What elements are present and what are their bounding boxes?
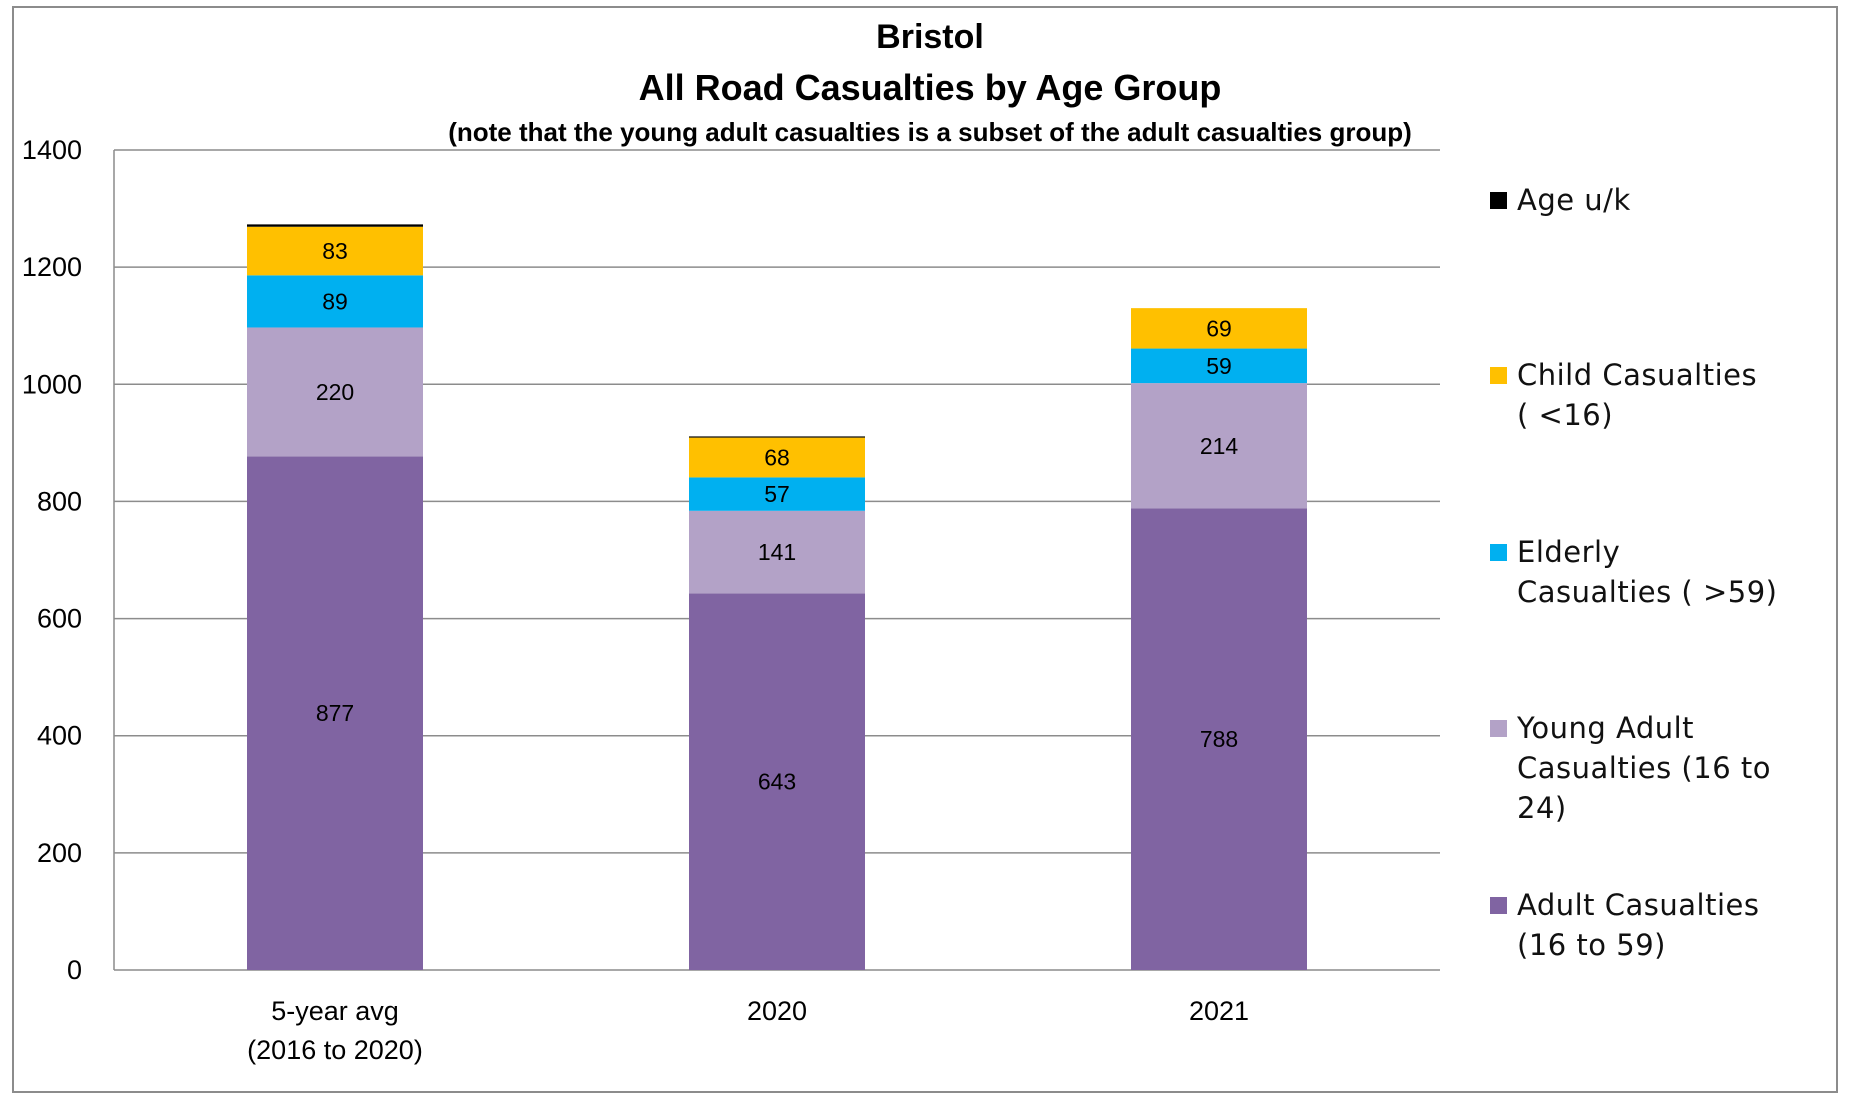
legend-label-line: Child Casualties — [1517, 358, 1758, 392]
data-label: 141 — [758, 539, 796, 565]
bar-segment — [689, 437, 865, 478]
chart-title-line2: All Road Casualties by Age Group — [638, 67, 1222, 108]
y-tick-label: 600 — [37, 604, 82, 634]
bar-segment — [1131, 348, 1307, 384]
data-label: 83 — [322, 238, 348, 264]
bar-segment — [689, 477, 865, 511]
bar-segment — [1131, 383, 1307, 509]
x-tick-label: 2020 — [747, 996, 807, 1026]
y-tick-label: 800 — [37, 486, 82, 516]
legend-label-line: Young Adult — [1517, 711, 1695, 745]
bar-segment — [689, 593, 865, 970]
legend-label-line: Age u/k — [1517, 183, 1631, 217]
data-label: 69 — [1206, 315, 1232, 341]
legend-label: Child Casualties ( <16) — [1517, 355, 1817, 435]
legend-label-line: Adult Casualties — [1517, 888, 1760, 922]
legend-label: Elderly Casualties ( >59) — [1517, 532, 1817, 612]
bar-segment — [247, 226, 423, 276]
legend-label-line: Casualties ( >59) — [1517, 575, 1778, 609]
data-label: 788 — [1200, 726, 1238, 752]
legend-label-line: 24) — [1517, 791, 1567, 825]
x-tick-label: 2021 — [1189, 996, 1249, 1026]
bar-segment — [247, 456, 423, 970]
legend-item: Elderly Casualties ( >59) — [1490, 532, 1840, 612]
chart-frame — [12, 6, 1838, 1093]
legend-swatch — [1490, 367, 1507, 384]
legend-label-line: Casualties (16 to — [1517, 751, 1771, 785]
x-tick-label: 5-year avg — [271, 996, 399, 1026]
data-label: 57 — [764, 481, 790, 507]
y-tick-label: 0 — [67, 955, 82, 985]
y-tick-label: 1200 — [22, 252, 82, 282]
data-label: 877 — [316, 700, 354, 726]
x-tick-label: (2016 to 2020) — [247, 1035, 423, 1065]
data-label: 214 — [1200, 433, 1239, 459]
data-label: 89 — [322, 288, 348, 314]
legend-swatch — [1490, 897, 1507, 914]
bar-segment — [247, 224, 423, 227]
legend-swatch — [1490, 720, 1507, 737]
y-tick-label: 200 — [37, 838, 82, 868]
legend-item: Young Adult Casualties (16 to 24) — [1490, 708, 1840, 828]
y-tick-label: 1000 — [22, 369, 82, 399]
legend-swatch — [1490, 192, 1507, 209]
legend-label: Young Adult Casualties (16 to 24) — [1517, 708, 1817, 828]
chart-subtitle: (note that the young adult casualties is… — [448, 117, 1412, 147]
y-tick-label: 1400 — [22, 135, 82, 165]
bar-segment — [247, 275, 423, 328]
data-label: 643 — [758, 769, 796, 795]
bar-segment — [1131, 308, 1307, 349]
legend-label-line: (16 to 59) — [1517, 928, 1666, 962]
data-label: 220 — [316, 379, 354, 405]
bar-segment — [1131, 508, 1307, 970]
y-tick-label: 400 — [37, 721, 82, 751]
legend-label: Adult Casualties (16 to 59) — [1517, 885, 1817, 965]
legend-item: Age u/k — [1490, 180, 1840, 220]
legend-item: Adult Casualties (16 to 59) — [1490, 885, 1840, 965]
legend-swatch — [1490, 544, 1507, 561]
bar-segment — [689, 510, 865, 594]
legend-label: Age u/k — [1517, 180, 1817, 220]
chart-title: Bristol — [876, 18, 984, 56]
bar-segment — [689, 436, 865, 438]
legend-label-line: Elderly — [1517, 535, 1621, 569]
chart-title-block: Bristol All Road Casualties by Age Group… — [330, 12, 1530, 150]
data-label: 59 — [1206, 353, 1232, 379]
data-label: 68 — [764, 445, 790, 471]
bar-segment — [247, 327, 423, 457]
legend-item: Child Casualties ( <16) — [1490, 355, 1840, 435]
legend-label-line: ( <16) — [1517, 398, 1614, 432]
